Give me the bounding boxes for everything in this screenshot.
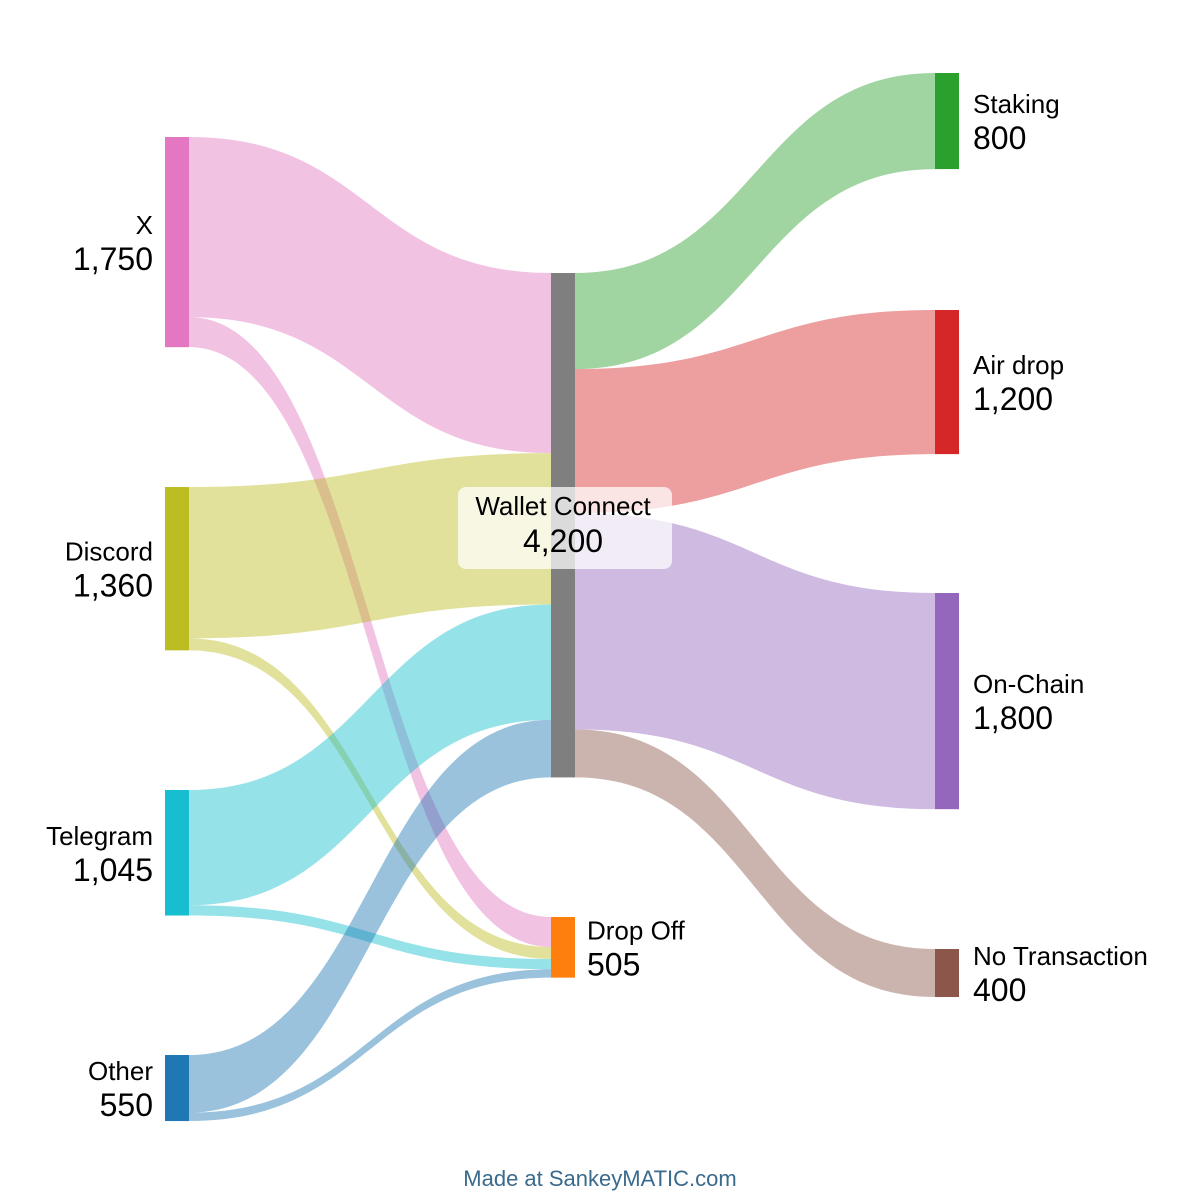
flow-wallet-to-staking bbox=[575, 73, 935, 370]
node-value-notx: 400 bbox=[973, 972, 1026, 1008]
node-notx bbox=[935, 949, 959, 998]
node-name-notx: No Transaction bbox=[973, 941, 1148, 971]
flow-wallet-to-airdrop bbox=[575, 310, 935, 514]
node-name-x: X bbox=[136, 210, 153, 240]
flow-x-to-dropoff bbox=[189, 317, 551, 948]
node-value-x: 1,750 bbox=[73, 241, 153, 277]
flow-x-to-wallet bbox=[189, 137, 551, 454]
sankeymatic-credit-link[interactable]: Made at SankeyMATIC.com bbox=[463, 1166, 737, 1191]
label-background bbox=[458, 487, 672, 569]
node-telegram bbox=[165, 790, 189, 916]
node-value-onchain: 1,800 bbox=[973, 700, 1053, 736]
node-name-onchain: On-Chain bbox=[973, 669, 1084, 699]
flow-other-to-wallet bbox=[189, 719, 551, 1113]
node-airdrop bbox=[935, 310, 959, 455]
node-discord bbox=[165, 487, 189, 651]
node-x bbox=[165, 137, 189, 348]
node-name-dropoff: Drop Off bbox=[587, 915, 686, 945]
node-value-airdrop: 1,200 bbox=[973, 381, 1053, 417]
node-name-telegram: Telegram bbox=[46, 821, 153, 851]
flow-wallet-to-notx bbox=[575, 729, 935, 998]
node-name-discord: Discord bbox=[65, 537, 153, 567]
node-name-airdrop: Air drop bbox=[973, 350, 1064, 380]
node-value-staking: 800 bbox=[973, 120, 1026, 156]
flow-telegram-to-wallet bbox=[189, 604, 551, 906]
node-onchain bbox=[935, 593, 959, 810]
node-dropoff bbox=[551, 917, 575, 978]
node-value-telegram: 1,045 bbox=[73, 852, 153, 888]
node-staking bbox=[935, 73, 959, 170]
node-other bbox=[165, 1055, 189, 1122]
flow-telegram-to-dropoff bbox=[189, 905, 551, 970]
label-x: X1,750 bbox=[73, 210, 153, 277]
flow-other-to-dropoff bbox=[189, 969, 551, 1122]
flow-discord-to-dropoff bbox=[189, 638, 551, 960]
node-value-other: 550 bbox=[100, 1087, 153, 1123]
node-value-wallet: 4,200 bbox=[523, 523, 603, 559]
node-value-discord: 1,360 bbox=[73, 568, 153, 604]
node-name-staking: Staking bbox=[973, 89, 1060, 119]
flow-wallet-to-onchain bbox=[575, 513, 935, 810]
node-name-other: Other bbox=[88, 1056, 153, 1086]
node-name-wallet: Wallet Connect bbox=[475, 491, 651, 521]
node-value-dropoff: 505 bbox=[587, 946, 640, 982]
